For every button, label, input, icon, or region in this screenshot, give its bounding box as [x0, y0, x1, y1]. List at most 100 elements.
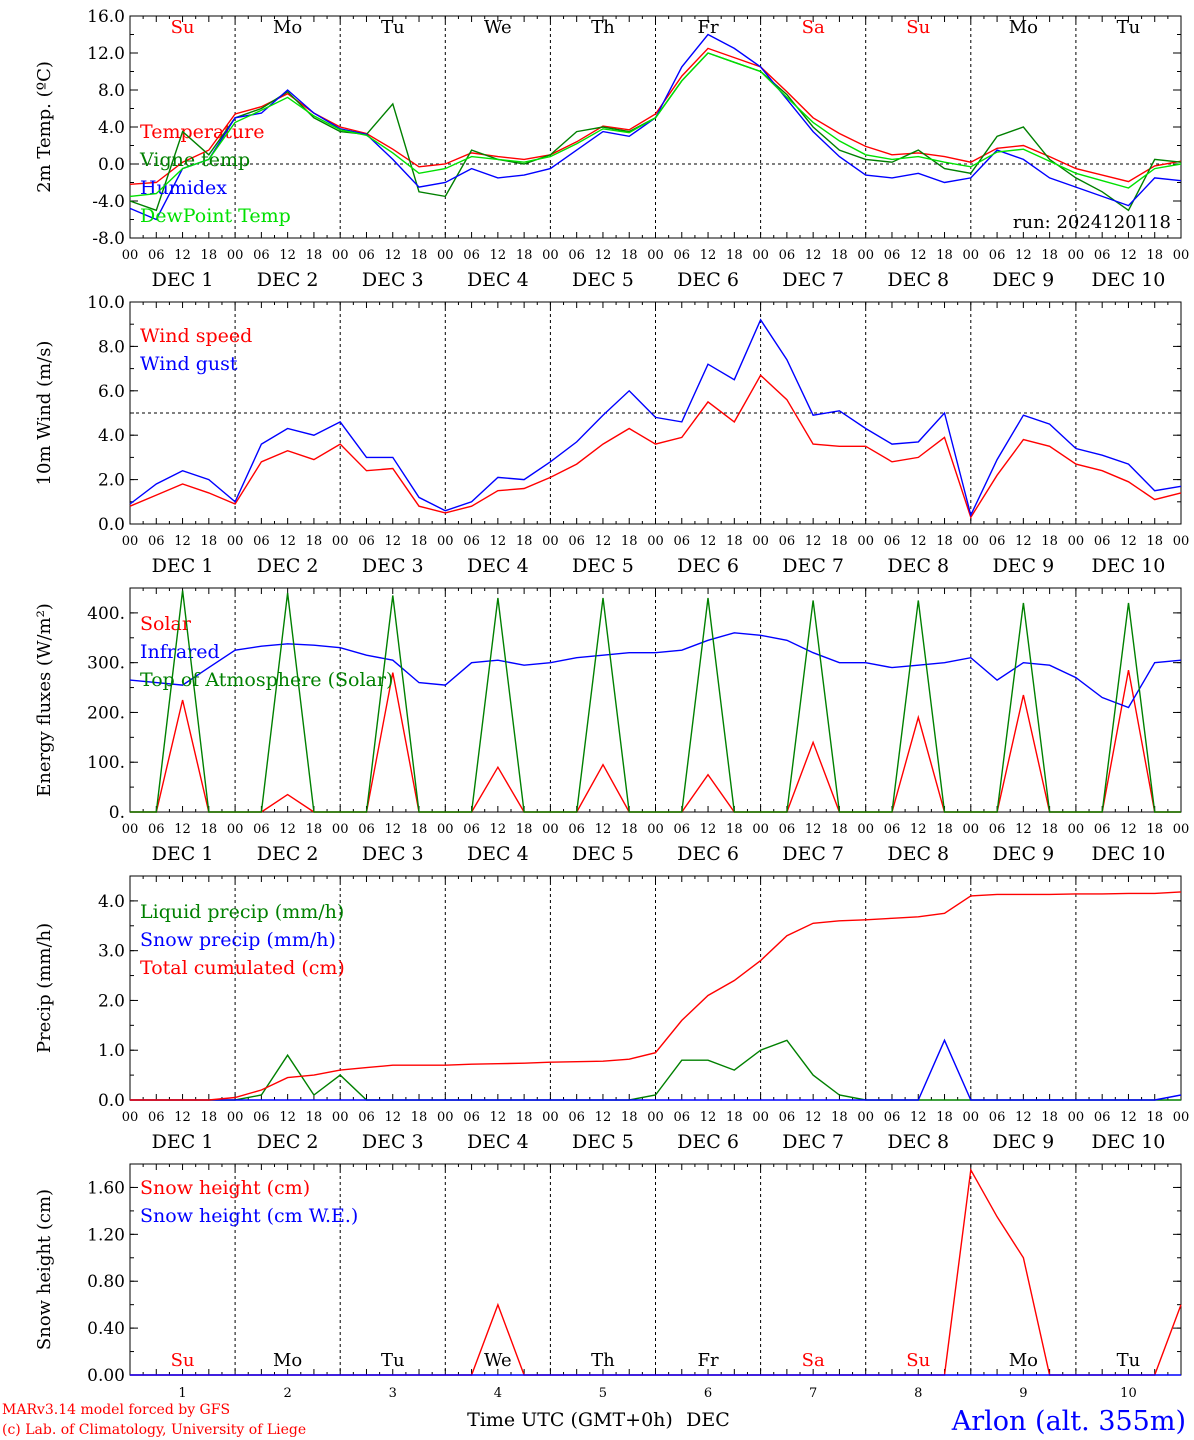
hour-tick-label: 18 [621, 534, 638, 549]
model-credit: MARv3.14 model forced by GFS [2, 1402, 230, 1418]
hour-tick-label: 12 [1120, 822, 1137, 837]
hour-tick-label: 12 [1120, 1110, 1137, 1125]
y-tick-label: -8.0 [92, 229, 125, 249]
day-number: 3 [389, 1386, 397, 1401]
hour-tick-label: 12 [910, 1110, 927, 1125]
y-axis-title: 2m Temp. (ºC) [34, 61, 55, 193]
hour-tick-label: 12 [595, 534, 612, 549]
hour-tick-label: 06 [1094, 1110, 1111, 1125]
y-tick-label: 1.20 [87, 1225, 125, 1245]
hour-tick-label: 06 [779, 534, 796, 549]
run-annotation: run: 2024120118 [1013, 212, 1171, 233]
legend-entry: Solar [140, 613, 192, 635]
date-label: DEC 2 [257, 1131, 319, 1153]
date-label: DEC 10 [1092, 843, 1166, 865]
hour-tick-label: 06 [779, 822, 796, 837]
weekday-label: Tu [381, 17, 405, 38]
hour-tick-label: 00 [542, 248, 559, 263]
hour-tick-label: 00 [1068, 248, 1085, 263]
hour-tick-label: 00 [752, 534, 769, 549]
hour-tick-label: 18 [936, 1110, 953, 1125]
hour-tick-label: 00 [332, 822, 349, 837]
hour-tick-label: 06 [674, 822, 691, 837]
hour-tick-label: 18 [831, 822, 848, 837]
hour-tick-label: 12 [805, 1110, 822, 1125]
hour-tick-label: 18 [201, 248, 218, 263]
y-tick-label: 1.60 [87, 1178, 125, 1198]
hour-tick-label: 12 [279, 822, 296, 837]
date-label: DEC 9 [992, 1131, 1054, 1153]
y-axis-title: Precip (mm/h) [34, 923, 55, 1053]
legend-entry: Humidex [140, 177, 227, 199]
date-label: DEC 4 [467, 269, 529, 291]
date-label: DEC 6 [677, 843, 739, 865]
hour-tick-label: 00 [752, 1110, 769, 1125]
y-tick-label: 200. [87, 703, 125, 723]
hour-tick-label: 00 [332, 1110, 349, 1125]
hour-tick-label: 06 [989, 1110, 1006, 1125]
hour-tick-label: 18 [936, 534, 953, 549]
hour-tick-label: 18 [831, 1110, 848, 1125]
y-tick-label: 300. [87, 654, 125, 674]
date-label: DEC 3 [362, 1131, 424, 1153]
date-label: DEC 1 [152, 843, 214, 865]
y-tick-label: 4.0 [98, 118, 125, 138]
y-tick-label: 2.0 [98, 471, 125, 491]
hour-tick-label: 12 [279, 1110, 296, 1125]
hour-tick-label: 18 [306, 1110, 323, 1125]
hour-tick-label: 12 [805, 534, 822, 549]
legend-entry: Snow precip (mm/h) [140, 929, 336, 951]
date-label: DEC 5 [572, 269, 634, 291]
series-line-green [130, 590, 1181, 813]
legend-entry: Temperature [140, 121, 264, 143]
hour-tick-label: 00 [122, 248, 139, 263]
weekday-label: Su [906, 1350, 930, 1371]
hour-tick-label: 06 [989, 822, 1006, 837]
legend-entry: Liquid precip (mm/h) [140, 901, 344, 923]
date-label: DEC 1 [152, 1131, 214, 1153]
hour-tick-label: 12 [910, 534, 927, 549]
hour-tick-label: 18 [726, 1110, 743, 1125]
hour-tick-label: 06 [674, 534, 691, 549]
day-number: 5 [599, 1386, 607, 1401]
y-tick-label: 12.0 [87, 44, 125, 64]
date-label: DEC 8 [887, 843, 949, 865]
day-number: 10 [1120, 1386, 1137, 1401]
panel-2: 0.0 2.0 4.0 6.0 8.0 10.0 10m Wind (m/s) 00 06 12 1… [34, 293, 1189, 577]
y-tick-label: 0.0 [98, 1091, 125, 1111]
legend-entry: Wind speed [140, 325, 252, 347]
hour-tick-label: 18 [1146, 248, 1163, 263]
date-label: DEC 3 [362, 269, 424, 291]
hour-tick-label: 12 [279, 248, 296, 263]
hour-tick-label: 12 [384, 1110, 401, 1125]
hour-tick-label: 00 [227, 248, 244, 263]
hour-tick-label: 00 [963, 1110, 980, 1125]
hour-tick-label: 06 [884, 822, 901, 837]
hour-tick-label: 00 [437, 534, 454, 549]
hour-tick-label: 06 [463, 248, 480, 263]
hour-tick-label: 00 [1173, 822, 1190, 837]
series-line-blue [129, 632, 1182, 709]
weekday-label: Su [171, 1350, 195, 1371]
date-label: DEC 8 [887, 1131, 949, 1153]
weekday-label: Su [906, 17, 930, 38]
hour-tick-label: 18 [306, 248, 323, 263]
hour-tick-label: 18 [201, 534, 218, 549]
hour-tick-label: 00 [857, 248, 874, 263]
legend-entry: Total cumulated (cm) [140, 957, 345, 979]
hour-tick-label: 00 [857, 534, 874, 549]
day-number: 9 [1019, 1386, 1027, 1401]
date-label: DEC 9 [992, 555, 1054, 577]
hour-tick-label: 00 [227, 534, 244, 549]
date-label: DEC 10 [1092, 269, 1166, 291]
date-label: DEC 10 [1092, 1131, 1166, 1153]
legend-entry: Wind gust [140, 353, 238, 375]
date-label: DEC 3 [362, 555, 424, 577]
hour-tick-label: 18 [1041, 534, 1058, 549]
date-label: DEC 10 [1092, 555, 1166, 577]
y-tick-label: 0.0 [98, 515, 125, 535]
y-tick-label: 0. [109, 803, 125, 823]
y-tick-label: 0.00 [87, 1366, 125, 1386]
hour-tick-label: 06 [989, 248, 1006, 263]
